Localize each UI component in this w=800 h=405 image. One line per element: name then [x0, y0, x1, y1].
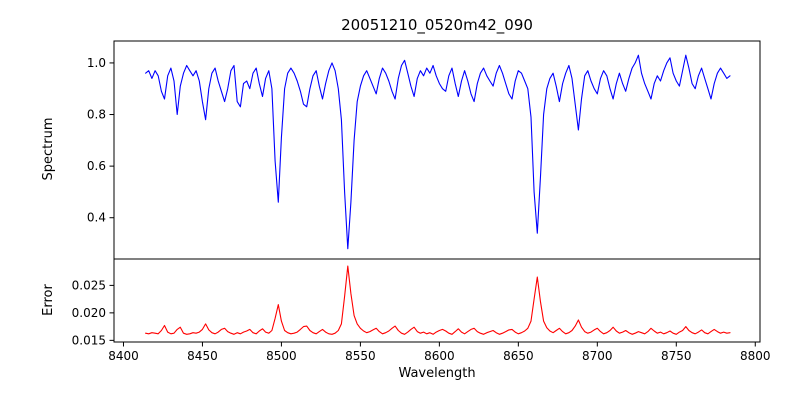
y-tick-label: 0.6 — [87, 159, 106, 173]
y-tick-label: 0.4 — [87, 211, 106, 225]
y-tick-label: 0.020 — [72, 306, 106, 320]
error-y-axis-label: Error — [41, 284, 56, 316]
spectrum-y-axis-label: Spectrum — [41, 118, 56, 181]
error-y-axis-ticks: 0.015 0.020 0.025 — [72, 278, 114, 347]
x-tick-label: 8750 — [661, 349, 692, 363]
y-tick-label: 0.025 — [72, 278, 106, 292]
x-tick-label: 8600 — [424, 349, 455, 363]
plot-title: 20051210_0520m42_090 — [341, 16, 533, 35]
x-tick-label: 8400 — [108, 349, 139, 363]
x-axis-label: Wavelength — [398, 366, 475, 381]
x-tick-label: 8500 — [266, 349, 297, 363]
x-tick-label: 8650 — [503, 349, 534, 363]
error-line — [145, 265, 731, 335]
x-tick-label: 8800 — [740, 349, 771, 363]
x-tick-label: 8550 — [345, 349, 376, 363]
x-axis-ticks: 8400 8450 8500 8550 8600 8650 8700 8750 8800 — [108, 342, 771, 363]
x-tick-label: 8700 — [582, 349, 613, 363]
x-tick-label: 8450 — [187, 349, 218, 363]
y-tick-label: 0.8 — [87, 108, 106, 122]
series-layer — [145, 54, 731, 335]
spectrum-y-axis-ticks: 0.4 0.6 0.8 1.0 — [87, 56, 114, 225]
y-tick-label: 0.015 — [72, 333, 106, 347]
error-panel-border — [113, 258, 761, 343]
spectrum-line — [145, 54, 731, 250]
y-tick-label: 1.0 — [87, 56, 106, 70]
